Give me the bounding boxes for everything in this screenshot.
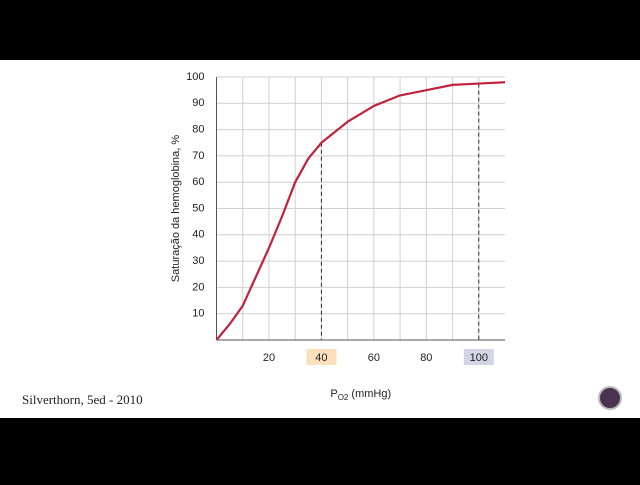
y-tick-label: 50 <box>192 202 204 214</box>
y-tick-label: 90 <box>192 97 204 109</box>
tick-highlight <box>306 349 337 365</box>
y-axis-label: Saturação da hemoglobina, % <box>170 135 182 283</box>
x-tick-label: 20 <box>263 352 275 364</box>
x-label-text: P <box>330 388 337 400</box>
y-tick-label: 70 <box>192 150 204 162</box>
y-tick-label: 40 <box>192 229 204 241</box>
tick-highlight <box>463 349 494 365</box>
nav-button[interactable] <box>598 386 622 410</box>
y-tick-label: 20 <box>192 281 204 293</box>
source-credit: Silverthorn, 5ed - 2010 <box>22 392 143 407</box>
y-tick-label: 10 <box>192 308 204 320</box>
x-tick-label: 40 <box>315 352 327 364</box>
x-tick-label: 100 <box>470 352 488 364</box>
x-tick-label: 80 <box>420 352 432 364</box>
x-axis-label: PO2 (mmHg) <box>330 388 391 402</box>
y-tick-label: 80 <box>192 124 204 136</box>
y-tick-label: 60 <box>192 176 204 188</box>
y-tick-label: 30 <box>192 255 204 267</box>
saturation-curve <box>215 81 506 341</box>
x-label-subscript: O2 <box>338 393 349 402</box>
y-tick-label: 100 <box>186 71 204 83</box>
x-tick-label: 60 <box>368 352 380 364</box>
x-label-suffix: (mmHg) <box>348 388 391 400</box>
